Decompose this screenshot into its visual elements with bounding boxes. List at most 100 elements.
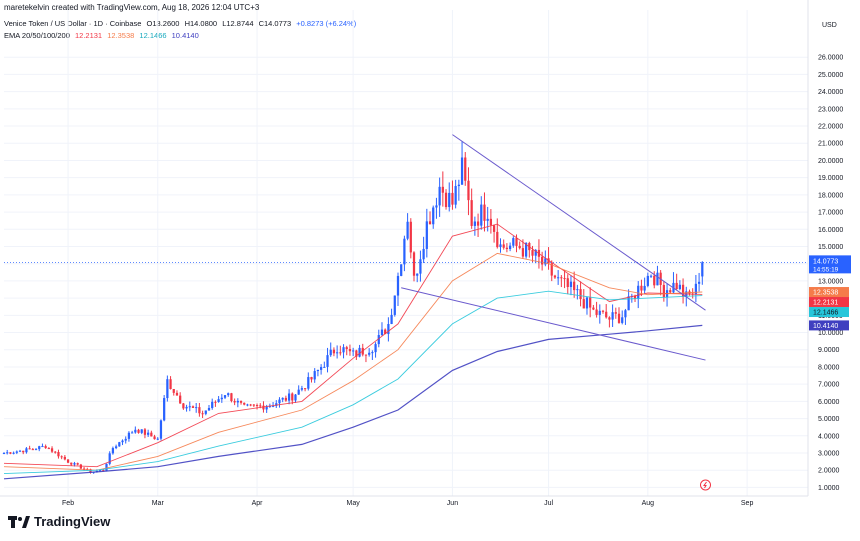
candle-body xyxy=(550,263,553,276)
candle-body xyxy=(118,442,121,447)
candle-body xyxy=(73,463,76,465)
ema-100-value: 12.1466 xyxy=(139,31,167,40)
candle-body xyxy=(573,281,576,291)
candle-body xyxy=(89,469,92,473)
candle-body xyxy=(669,290,672,293)
candle-body xyxy=(15,451,18,453)
candle-body xyxy=(175,392,179,396)
candle-body xyxy=(124,438,127,441)
candle-body xyxy=(656,272,659,286)
x-tick-label: Jul xyxy=(544,500,553,507)
candle-body xyxy=(457,184,460,187)
candle-body xyxy=(339,352,342,354)
candle-body xyxy=(102,470,105,472)
candle-body xyxy=(114,446,118,449)
candle-body xyxy=(633,295,637,299)
candle-body xyxy=(541,256,544,265)
candle-body xyxy=(265,406,268,410)
x-tick-label: Aug xyxy=(642,500,655,507)
candle-body xyxy=(284,397,288,401)
candle-body xyxy=(303,388,307,390)
candle-body xyxy=(252,404,255,406)
candle-body xyxy=(214,401,217,403)
candle-body xyxy=(576,289,579,291)
current-price-label: 14.0773 xyxy=(813,258,838,265)
candle-body xyxy=(294,394,297,401)
current-price-label-bg xyxy=(809,255,851,274)
symbol-legend: Venice Token / US Dollar · 1D · Coinbase… xyxy=(4,19,359,28)
candle-body xyxy=(345,347,348,350)
candle-body xyxy=(185,406,188,409)
candle-body xyxy=(592,307,595,310)
lightning-icon xyxy=(699,479,711,491)
candle-body xyxy=(18,450,22,452)
candle-body xyxy=(44,446,47,449)
candle-body xyxy=(207,407,211,411)
currency-label: USD xyxy=(822,22,837,29)
ema-price-badge-bg xyxy=(809,297,849,308)
trendline xyxy=(452,134,706,311)
candle-body xyxy=(76,463,79,465)
ohlc-high: H14.0800 xyxy=(184,19,218,28)
candle-body xyxy=(271,405,275,407)
candle-body xyxy=(566,278,569,288)
candle-body xyxy=(31,449,34,451)
candle-body xyxy=(342,347,345,353)
candle-body xyxy=(336,352,339,354)
candle-body xyxy=(159,420,163,439)
candle-body xyxy=(624,310,627,318)
ema-price-badge: 12.3538 xyxy=(813,290,838,297)
candle-body xyxy=(476,221,480,226)
candle-body xyxy=(505,247,509,250)
candle-body xyxy=(236,400,239,403)
candle-body xyxy=(396,275,400,296)
x-tick-label: Feb xyxy=(62,500,74,507)
ema-legend-label[interactable]: EMA 20/50/100/200 xyxy=(4,31,70,40)
candle-body xyxy=(416,273,419,276)
tradingview-logo-icon xyxy=(8,515,30,528)
candle-body xyxy=(313,371,316,380)
candle-body xyxy=(182,403,185,409)
candle-body xyxy=(560,277,563,279)
candle-body xyxy=(300,388,304,390)
y-tick-label: 4.0000 xyxy=(818,433,840,440)
candle-body xyxy=(198,407,201,414)
candle-body xyxy=(608,317,611,320)
candle-body xyxy=(524,242,528,257)
candle-body xyxy=(380,329,384,336)
y-tick-label: 26.0000 xyxy=(818,55,843,62)
candle-body xyxy=(412,252,416,276)
y-tick-label: 25.0000 xyxy=(818,72,843,79)
candle-body xyxy=(681,284,685,297)
symbol-title[interactable]: Venice Token / US Dollar · 1D · Coinbase xyxy=(4,19,142,28)
candle-body xyxy=(348,349,352,352)
candle-body xyxy=(409,221,412,253)
candle-body xyxy=(239,400,243,403)
y-tick-label: 3.0000 xyxy=(818,450,840,457)
candle-body xyxy=(460,157,464,185)
candle-body xyxy=(569,281,573,288)
candle-body xyxy=(374,344,377,353)
candle-body xyxy=(134,429,137,433)
y-tick-label: 18.0000 xyxy=(818,192,843,199)
candle-body xyxy=(319,367,323,370)
y-tick-label: 21.0000 xyxy=(818,141,843,148)
candle-body xyxy=(483,204,486,221)
candle-body xyxy=(281,397,284,400)
candle-body xyxy=(140,429,143,433)
candle-body xyxy=(557,277,560,279)
candle-body xyxy=(54,451,57,453)
y-tick-label: 15.0000 xyxy=(818,244,843,251)
candle-body xyxy=(323,366,326,368)
ema-line-20 xyxy=(3,223,703,468)
candle-body xyxy=(82,468,86,470)
candle-body xyxy=(694,283,698,295)
ema-line-50 xyxy=(3,252,703,471)
candle-body xyxy=(502,244,505,248)
candle-body xyxy=(60,456,63,458)
candle-body xyxy=(444,192,448,208)
candle-body xyxy=(41,446,44,448)
candle-body xyxy=(499,244,502,248)
candle-body xyxy=(230,393,233,402)
